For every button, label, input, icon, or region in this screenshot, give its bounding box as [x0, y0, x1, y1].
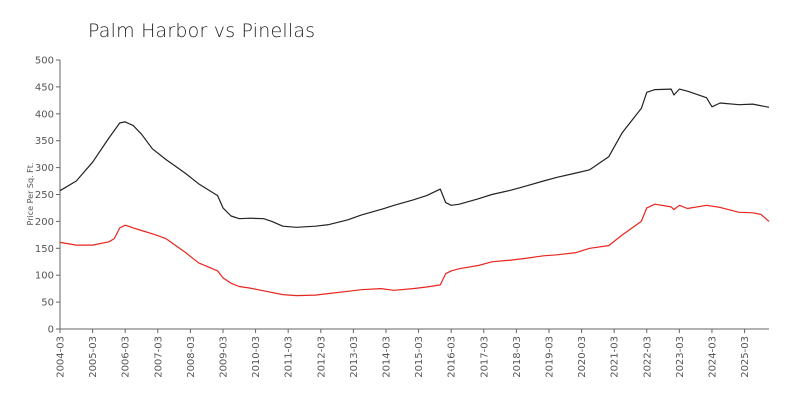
- x-tick-label: 2006-03: [121, 336, 132, 378]
- x-tick-label: 2009-03: [218, 336, 229, 378]
- y-tick-label: 50: [41, 298, 54, 309]
- series-line-1: [59, 88, 770, 228]
- x-tick-label: 2016-03: [447, 336, 458, 378]
- x-tick-label: 2023-03: [675, 336, 686, 378]
- y-axis: 0 50 100 150 200 250 300 350 400 450 500: [35, 56, 61, 336]
- x-tick-label: 2020-03: [577, 336, 588, 378]
- x-tick-label: 2005-03: [88, 336, 99, 378]
- y-tick-label: 250: [35, 190, 54, 201]
- x-tick-label: 2004-03: [56, 336, 67, 378]
- x-axis: 2004-03 2005-03 2006-03 2007-03 2008-03 2009-…: [56, 328, 769, 378]
- x-tick-label: 2010-03: [251, 336, 262, 378]
- y-tick-label: 500: [35, 56, 54, 67]
- y-axis-label: Price Per Sq. Ft.: [26, 163, 35, 226]
- x-tick-label: 2014-03: [381, 336, 392, 378]
- x-tick-label: 2021-03: [610, 336, 621, 378]
- y-tick-label: 150: [35, 244, 54, 255]
- series-layer: [59, 88, 770, 297]
- x-tick-label: 2015-03: [414, 336, 425, 378]
- y-tick-label: 450: [35, 82, 54, 93]
- y-tick-label: 200: [35, 217, 54, 228]
- x-tick-label: 2017-03: [479, 336, 490, 378]
- x-tick-label: 2012-03: [316, 336, 327, 378]
- y-tick-label: 0: [48, 325, 54, 336]
- y-tick-label: 350: [35, 136, 54, 147]
- x-tick-label: 2008-03: [186, 336, 197, 378]
- y-tick-label: 100: [35, 271, 54, 282]
- x-tick-label: 2022-03: [642, 336, 653, 378]
- x-tick-label: 2018-03: [512, 336, 523, 378]
- x-tick-label: 2013-03: [349, 336, 360, 378]
- x-tick-label: 2007-03: [153, 336, 164, 378]
- chart-title: Palm Harbor vs Pinellas: [88, 20, 316, 42]
- y-tick-label: 400: [35, 109, 54, 120]
- x-tick-label: 2024-03: [707, 336, 718, 378]
- y-tick-label: 300: [35, 163, 54, 174]
- x-tick-label: 2019-03: [544, 336, 555, 378]
- x-tick-label: 2011-03: [284, 336, 295, 378]
- x-tick-label: 2025-03: [740, 336, 751, 378]
- series-line-2: [59, 203, 770, 297]
